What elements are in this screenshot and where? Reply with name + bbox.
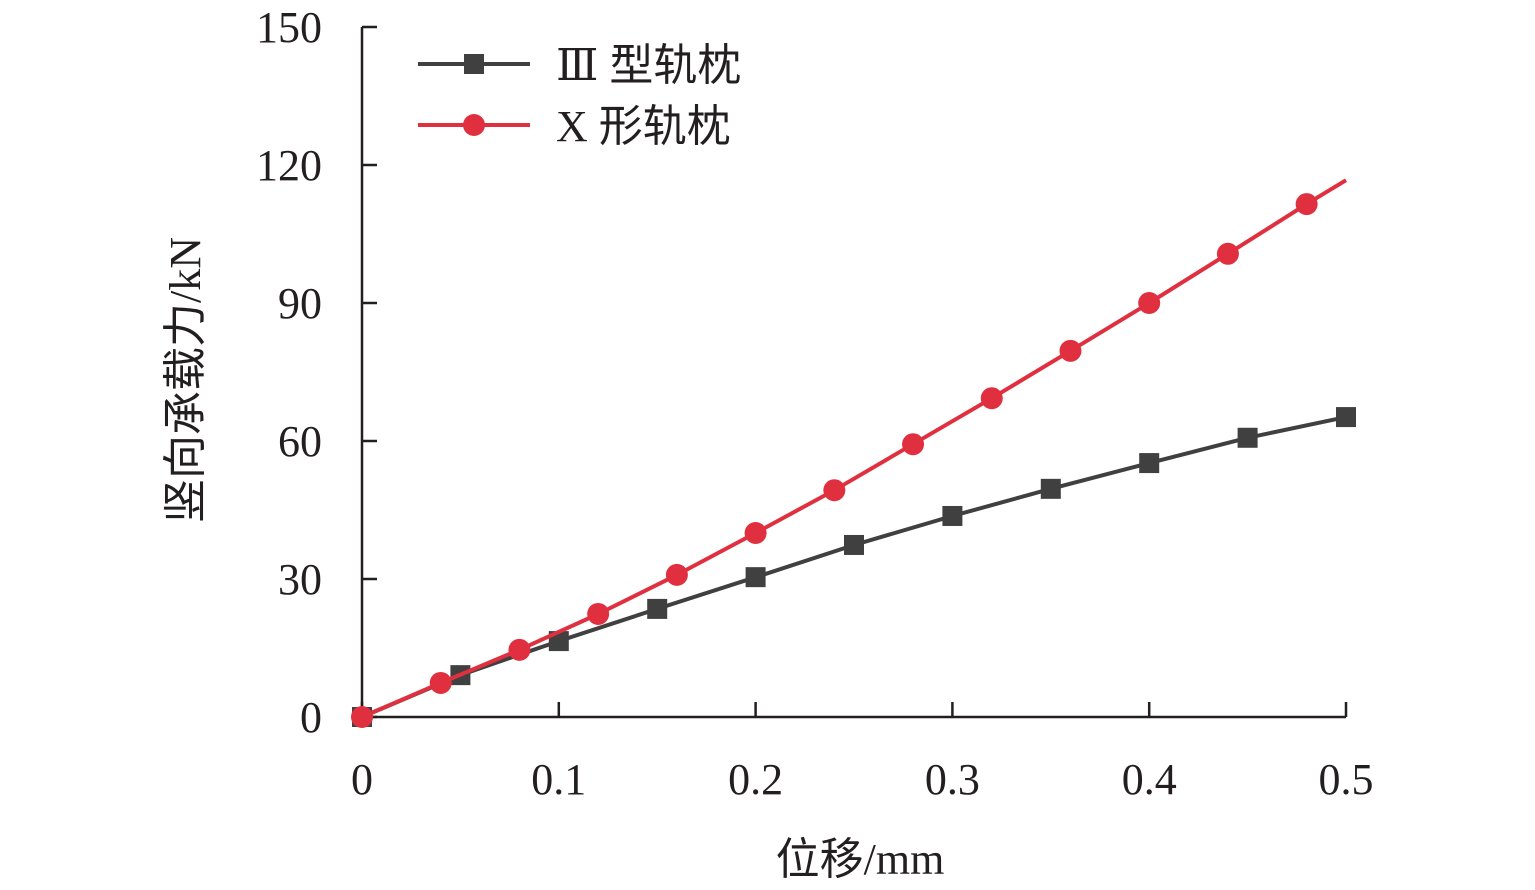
data-point-square: [1336, 407, 1356, 428]
data-point-square: [942, 505, 963, 526]
data-point-circle: [1059, 339, 1082, 362]
axes: 0 0.1 0.2 0.3 0.4 0.5 0 30 60 90 120 150: [256, 3, 1374, 804]
data-point-circle: [1138, 292, 1161, 314]
data-point-circle: [902, 433, 925, 456]
y-tick-label: 90: [278, 279, 322, 328]
data-point-square: [745, 567, 766, 588]
legend-marker-square: [464, 54, 484, 74]
data-point-circle: [429, 671, 452, 694]
data-point-circle: [351, 706, 373, 728]
series-layer: [351, 178, 1356, 728]
legend-label: Ⅲ 型轨枕: [556, 41, 741, 90]
data-point-circle: [744, 522, 767, 544]
y-tick-label: 0: [300, 693, 322, 742]
data-point-circle: [508, 638, 531, 661]
x-tick-label: 0.2: [728, 755, 783, 804]
x-tick-label: 0.4: [1122, 755, 1177, 804]
series-line: [361, 415, 1347, 719]
legend-label: X 形轨枕: [556, 102, 731, 151]
series-line: [361, 178, 1348, 719]
data-point-circle: [823, 479, 846, 502]
x-axis-label: 位移/mm: [776, 835, 945, 884]
data-point-circle: [980, 387, 1003, 410]
x-tick-label: 0.1: [531, 755, 586, 804]
x-tick-label: 0.5: [1319, 755, 1374, 804]
data-point-circle: [1216, 242, 1239, 265]
y-tick-label: 150: [256, 3, 322, 52]
y-axis-label: 竖向承载力/kN: [161, 237, 210, 523]
data-point-circle: [665, 563, 688, 586]
x-tick-label: 0: [351, 755, 373, 804]
data-point-circle: [587, 602, 610, 625]
legend: Ⅲ 型轨枕 X 形轨枕: [418, 41, 741, 151]
data-point-square: [844, 534, 864, 555]
y-tick-label: 120: [256, 141, 322, 190]
legend-marker-circle: [463, 114, 485, 136]
data-point-square: [647, 598, 668, 619]
data-point-square: [1139, 453, 1160, 474]
y-tick-label: 30: [278, 555, 322, 604]
data-point-circle: [1295, 193, 1318, 216]
data-point-square: [1040, 478, 1061, 499]
data-point-square: [1237, 427, 1258, 448]
x-tick-label: 0.3: [925, 755, 980, 804]
y-tick-label: 60: [278, 417, 322, 466]
